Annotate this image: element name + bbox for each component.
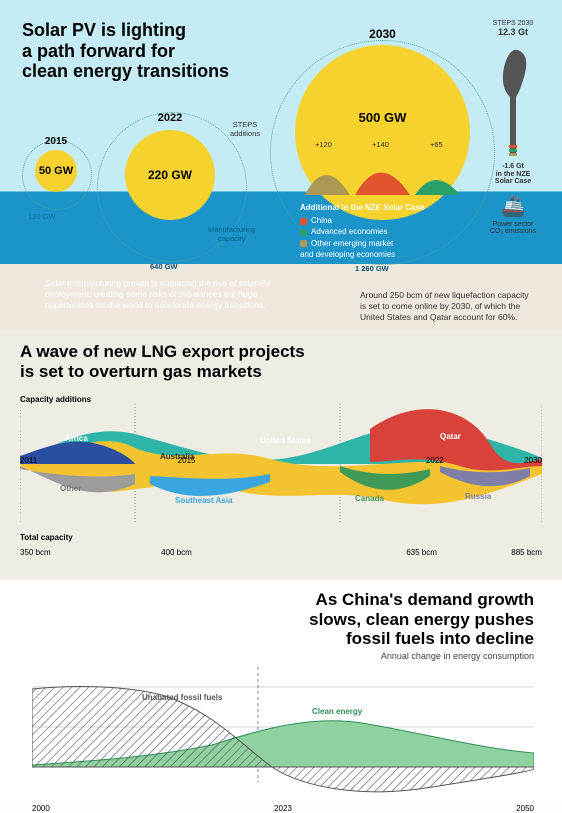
legend-item: China <box>300 215 424 226</box>
lng-blurb: Around 250 bcm of new liquefaction capac… <box>360 290 535 323</box>
ring-label-2030: 1 260 GW <box>355 264 389 273</box>
steps-gap: -1.6 Gt in the NZE Solar Case <box>478 163 548 186</box>
sun-2015: 2015 50 GW <box>35 150 77 192</box>
steps-2030-box: STEPS 2030 12.3 Gt -1.6 Gt in the NZE So… <box>478 20 548 235</box>
series-us: United States <box>260 436 311 445</box>
sun-year: 2030 <box>369 27 396 41</box>
series-africa: Africa <box>65 434 88 443</box>
china-title: As China's demand growth slows, clean en… <box>32 590 534 649</box>
series-qatar: Qatar <box>440 432 461 441</box>
fossil-label: Unabated fossil fuels <box>142 693 222 702</box>
nze-legend: Additional in the NZE Solar Case China A… <box>300 202 424 260</box>
ring-label-2022: 640 GW <box>150 262 178 271</box>
sun-2022: 2022 220 GW <box>125 130 215 220</box>
solar-section: Solar PV is lighting a path forward for … <box>0 0 562 330</box>
series-canada: Canada <box>355 494 384 503</box>
sun-gw: 220 GW <box>148 168 192 182</box>
solar-blurb: Solar manufacturing growth is outpacing … <box>45 278 275 311</box>
legend-item: Other emerging market and developing eco… <box>300 238 424 260</box>
ring-label-2015: 120 GW <box>28 212 56 221</box>
china-subtitle: Annual change in energy consumption <box>32 651 534 661</box>
series-sea: Southeast Asia <box>175 496 233 505</box>
steps-top: STEPS 2030 <box>478 20 548 27</box>
smoke-icon <box>496 37 530 157</box>
china-chart: 4 2 <box>32 667 534 797</box>
nze-bumps <box>300 150 470 200</box>
lng-section: A wave of new LNG export projects is set… <box>0 330 562 580</box>
steps-gt: 12.3 Gt <box>478 27 548 37</box>
solar-title: Solar PV is lighting a path forward for … <box>22 20 229 82</box>
steps-caption: Power sector CO₂ emissions <box>478 221 548 235</box>
lng-capacity-axis: 350 bcm 400 bcm 635 bcm 885 bcm <box>20 548 542 557</box>
sun-gw: 500 GW <box>359 110 407 125</box>
ship-icon: 🚢 <box>478 194 548 219</box>
sun-year: 2015 <box>45 136 67 147</box>
total-capacity-label: Total capacity <box>20 533 542 542</box>
nze-add-2: +65 <box>430 140 443 149</box>
mfg-capacity-label: Manufacturing capacity <box>208 225 256 243</box>
capacity-additions-label: Capacity additions <box>20 395 542 404</box>
sun-year: 2022 <box>158 112 182 124</box>
lng-title: A wave of new LNG export projects is set… <box>20 342 542 381</box>
legend-item: Advanced economies <box>300 226 424 237</box>
clean-label: Clean energy <box>312 707 362 716</box>
china-year-axis: 2000 2023 2050 <box>32 804 534 813</box>
lng-year-axis: 2011 2015 2022 2030 <box>20 456 542 465</box>
legend-title: Additional in the NZE Solar Case <box>300 202 424 213</box>
steps-additions-label: STEPS additions <box>230 120 260 138</box>
series-other: Other <box>60 484 81 493</box>
series-russia: Russia <box>465 492 491 501</box>
nze-add-1: +140 <box>372 140 389 149</box>
sun-gw: 50 GW <box>39 165 73 177</box>
china-section: As China's demand growth slows, clean en… <box>0 580 562 804</box>
nze-add-0: +120 <box>315 140 332 149</box>
